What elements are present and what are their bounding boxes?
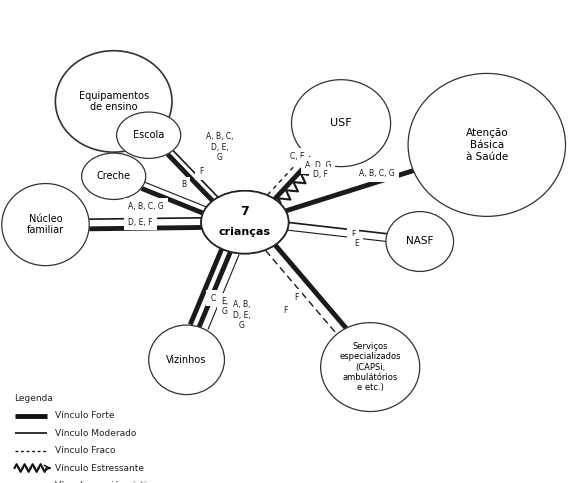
Ellipse shape <box>117 112 181 158</box>
Text: F: F <box>294 293 298 302</box>
Text: Vínculo Forte: Vínculo Forte <box>55 412 115 420</box>
Text: Núcleo
familiar: Núcleo familiar <box>27 214 64 235</box>
Ellipse shape <box>82 153 146 199</box>
Text: 7: 7 <box>240 205 250 218</box>
Text: USF: USF <box>330 118 352 128</box>
Text: Vizinhos: Vizinhos <box>166 355 207 365</box>
Text: D, F: D, F <box>312 170 328 179</box>
Text: Equipamentos
de ensino: Equipamentos de ensino <box>79 91 149 112</box>
Ellipse shape <box>55 51 172 152</box>
Ellipse shape <box>149 325 224 395</box>
Ellipse shape <box>386 212 454 271</box>
Text: Serviços
especializados
(CAPSi,
ambulátórios
e etc.): Serviços especializados (CAPSi, ambulátó… <box>339 342 401 392</box>
Ellipse shape <box>2 184 89 266</box>
Text: E: E <box>354 240 359 248</box>
Text: A, B, C, G: A, B, C, G <box>128 202 164 211</box>
Text: B: B <box>181 181 186 189</box>
Text: D, E, F: D, E, F <box>128 218 153 227</box>
Ellipse shape <box>408 73 566 216</box>
Text: Atenção
Básica
à Saúde: Atenção Básica à Saúde <box>465 128 508 161</box>
Text: A, B,
D, E,
G: A, B, D, E, G <box>233 300 251 330</box>
Text: Escola: Escola <box>133 130 164 140</box>
Text: C: C <box>210 294 216 302</box>
Text: E,
G: E, G <box>221 297 228 316</box>
Text: F: F <box>351 230 356 239</box>
Text: A, B, C, G: A, B, C, G <box>359 170 395 178</box>
Text: NASF: NASF <box>406 237 433 246</box>
Text: Vínculo que já existiu: Vínculo que já existiu <box>55 481 153 483</box>
Text: 7: 7 <box>240 205 250 218</box>
Ellipse shape <box>201 191 289 254</box>
Text: A, D, G: A, D, G <box>305 161 332 170</box>
Text: F: F <box>199 168 203 176</box>
Text: F: F <box>283 306 288 314</box>
Text: crianças: crianças <box>219 227 271 237</box>
Ellipse shape <box>321 323 420 412</box>
Text: Vínculo Estressante: Vínculo Estressante <box>55 464 145 472</box>
Text: Vínculo Fraco: Vínculo Fraco <box>55 446 116 455</box>
Text: C, E: C, E <box>290 152 305 161</box>
Ellipse shape <box>201 191 289 254</box>
Text: A, B, C,
D, E,
G: A, B, C, D, E, G <box>206 132 233 162</box>
Text: Creche: Creche <box>97 171 131 181</box>
Text: Legenda: Legenda <box>15 394 54 403</box>
Text: crianças: crianças <box>219 227 271 237</box>
Ellipse shape <box>292 80 391 167</box>
Text: Vínculo Moderado: Vínculo Moderado <box>55 429 137 438</box>
